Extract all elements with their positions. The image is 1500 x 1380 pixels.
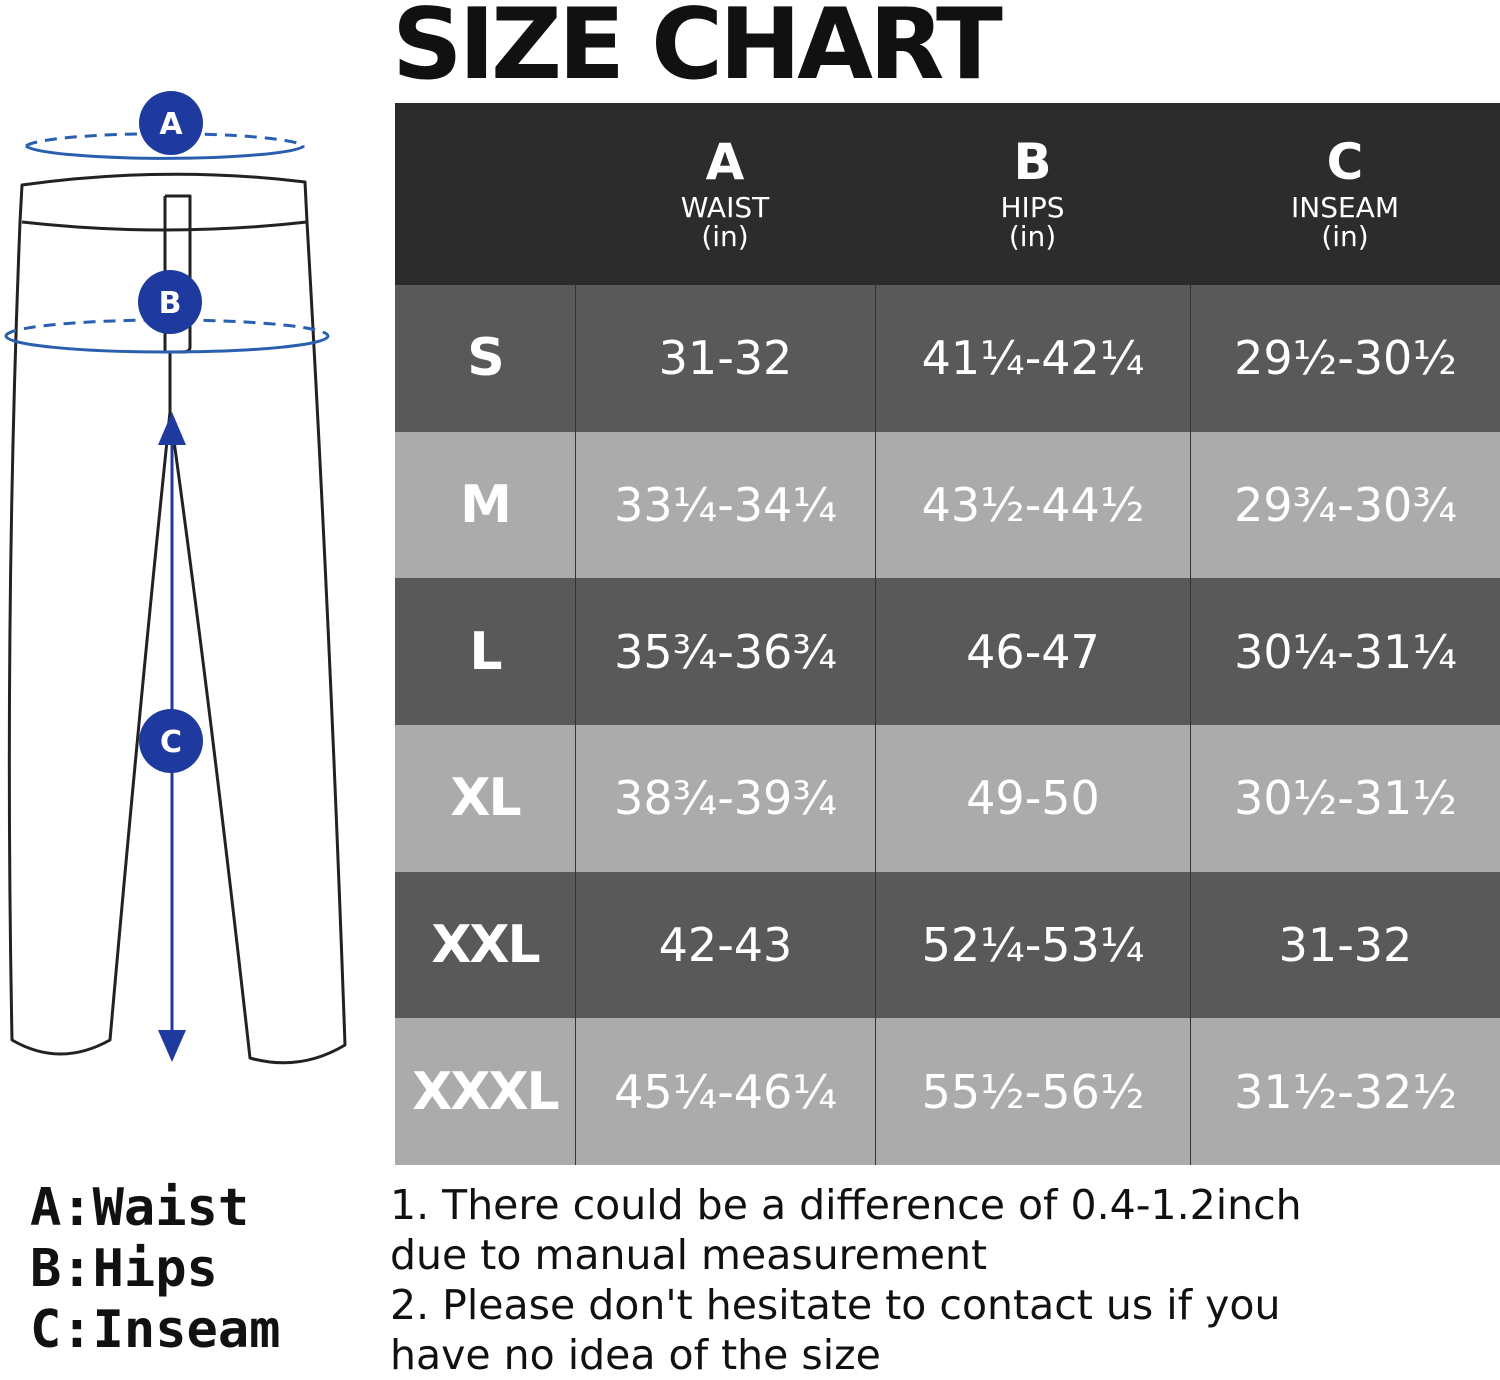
inseam-value: 29½-30½ (1190, 285, 1500, 432)
size-label: S (395, 285, 575, 432)
notes: 1. There could be a difference of 0.4-1.… (390, 1180, 1390, 1380)
note-line: due to manual measurement (390, 1231, 988, 1279)
header-waist: A WAIST (in) (575, 103, 875, 285)
hips-value: 52¼-53¼ (875, 871, 1190, 1019)
waist-value: 45¼-46¼ (575, 1018, 875, 1165)
inseam-value: 31½-32½ (1190, 1018, 1500, 1165)
hips-value: 55½-56½ (875, 1018, 1190, 1165)
marker-a-label: A (159, 107, 183, 142)
header-inseam-unit: (in) (1321, 220, 1369, 253)
waist-value: 42-43 (575, 871, 875, 1019)
waist-value: 35¾-36¾ (575, 578, 875, 725)
header-waist-unit: (in) (701, 220, 749, 253)
legend-item-inseam: C:Inseam (30, 1300, 281, 1360)
waist-value: 31-32 (575, 285, 875, 432)
hips-value: 43½-44½ (875, 431, 1190, 579)
size-label: XXL (395, 871, 575, 1019)
legend-item-hips: B:Hips (30, 1239, 218, 1299)
legend-item-waist: A:Waist (30, 1178, 250, 1238)
header-waist-name: WAIST (680, 190, 770, 224)
waist-value: 33¼-34¼ (575, 431, 875, 579)
header-hips-letter: B (1013, 132, 1052, 191)
page-title: SIZE CHART (392, 0, 1003, 102)
note-line: 2. Please don't hesitate to contact us i… (390, 1281, 1281, 1329)
size-label: XL (395, 724, 575, 872)
inseam-value: 31-32 (1190, 871, 1500, 1019)
size-label: M (395, 431, 575, 579)
header-hips-name: HIPS (1000, 190, 1065, 224)
inseam-value: 30¼-31¼ (1190, 578, 1500, 725)
marker-b-label: B (159, 286, 182, 321)
note-line: have no idea of the size (390, 1331, 881, 1379)
note-line: 1. There could be a difference of 0.4-1.… (390, 1181, 1302, 1229)
hips-value: 49-50 (875, 724, 1190, 872)
header-hips: B HIPS (in) (875, 103, 1190, 285)
hips-value: 41¼-42¼ (875, 285, 1190, 432)
marker-a: A (139, 91, 203, 155)
size-label: L (395, 578, 575, 725)
size-label: XXXL (395, 1018, 575, 1165)
marker-c: C (139, 709, 203, 773)
header-hips-unit: (in) (1008, 220, 1057, 253)
marker-b: B (138, 270, 202, 334)
header-waist-letter: A (705, 132, 745, 191)
header-inseam-name: INSEAM (1291, 190, 1399, 224)
size-chart-table: A WAIST (in) B HIPS (in) C INSEAM (in) S… (395, 103, 1500, 1165)
header-inseam: C INSEAM (in) (1190, 103, 1500, 285)
header-inseam-letter: C (1326, 132, 1364, 191)
inseam-value: 30½-31½ (1190, 724, 1500, 872)
header-corner (395, 103, 575, 285)
measurement-legend: A:Waist B:Hips C:Inseam (30, 1178, 280, 1361)
inseam-value: 29¾-30¾ (1190, 431, 1500, 579)
waist-value: 38¾-39¾ (575, 724, 875, 872)
pants-measurement-diagram: A B C (4, 91, 347, 1065)
hips-value: 46-47 (875, 578, 1190, 725)
marker-c-label: C (160, 725, 182, 760)
